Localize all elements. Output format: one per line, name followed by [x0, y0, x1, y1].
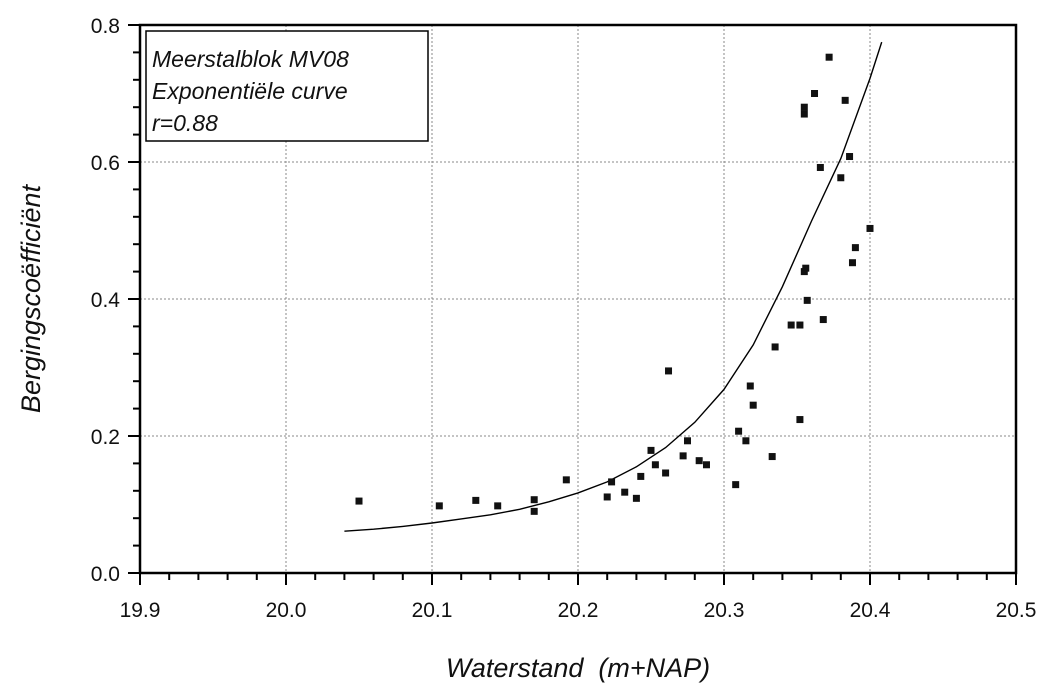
x-tick-label: 20.1	[412, 599, 453, 622]
data-point	[746, 382, 754, 390]
x-tick-label: 20.2	[558, 599, 599, 622]
data-point	[702, 461, 710, 469]
data-point	[800, 103, 808, 111]
data-point	[803, 296, 811, 304]
annotation-box: Meerstalblok MV08 Exponentiële curve r=0…	[145, 30, 429, 142]
data-point	[621, 488, 629, 496]
y-tick-label: 0.6	[91, 152, 120, 175]
data-point	[530, 496, 538, 504]
data-point	[819, 316, 827, 324]
exponential-fit-curve	[344, 41, 883, 532]
data-point	[800, 110, 808, 118]
grid-lines	[140, 25, 1016, 573]
data-point	[841, 96, 849, 104]
data-point	[787, 321, 795, 329]
annotation-box-frame	[145, 30, 429, 142]
data-point	[816, 163, 824, 171]
data-point	[684, 437, 691, 445]
x-tick-label: 20.0	[266, 599, 307, 622]
axis-ticks	[128, 24, 1017, 585]
annotation-line: Exponentiële curve	[152, 78, 348, 104]
data-point	[665, 367, 673, 375]
x-tick-label: 20.5	[996, 599, 1037, 622]
data-point	[632, 494, 640, 502]
data-point	[530, 507, 538, 515]
data-point	[647, 446, 655, 454]
data-point	[732, 481, 740, 489]
data-point	[768, 453, 776, 461]
data-point	[742, 437, 750, 445]
x-tick-label: 20.3	[704, 599, 745, 622]
data-point	[472, 496, 480, 504]
y-tick-label: 0.8	[91, 15, 120, 38]
data-point	[771, 343, 779, 351]
x-axis-label: Waterstand (m+NAP)	[446, 653, 710, 683]
y-tick-label: 0.0	[91, 563, 120, 586]
data-point	[846, 153, 854, 161]
data-point	[608, 478, 616, 486]
data-point	[811, 90, 819, 97]
data-point	[749, 401, 757, 409]
data-points	[355, 53, 874, 515]
y-tick-label: 0.2	[91, 426, 120, 449]
data-point	[355, 497, 363, 505]
data-point	[679, 452, 687, 460]
data-point	[866, 224, 874, 232]
annotation-line: Meerstalblok MV08	[152, 46, 349, 72]
y-tick-label: 0.4	[91, 289, 121, 312]
data-point	[796, 416, 804, 424]
data-point	[848, 259, 856, 267]
data-point	[603, 493, 611, 501]
x-tick-label: 19.9	[120, 599, 161, 622]
data-point	[796, 321, 804, 329]
data-point	[695, 457, 703, 465]
axis-tick-labels: 19.9 20.0 20.1 20.2 20.3 20.4 20.5 0.0 0.2 0.4 0.6…	[91, 15, 1037, 622]
y-axis-label: Bergingscoëfficiënt	[16, 183, 46, 413]
data-point	[735, 427, 743, 435]
data-point	[662, 469, 670, 477]
fit-curve-layer	[344, 41, 883, 532]
data-point	[802, 264, 810, 272]
data-point	[494, 502, 502, 510]
data-point	[435, 502, 443, 510]
data-point	[825, 53, 833, 61]
data-point	[637, 472, 645, 480]
data-point	[651, 461, 659, 469]
data-point	[837, 174, 845, 182]
x-tick-label: 20.4	[850, 599, 891, 622]
annotation-line: r=0.88	[152, 110, 218, 136]
data-point	[562, 476, 570, 484]
data-point	[851, 244, 859, 252]
